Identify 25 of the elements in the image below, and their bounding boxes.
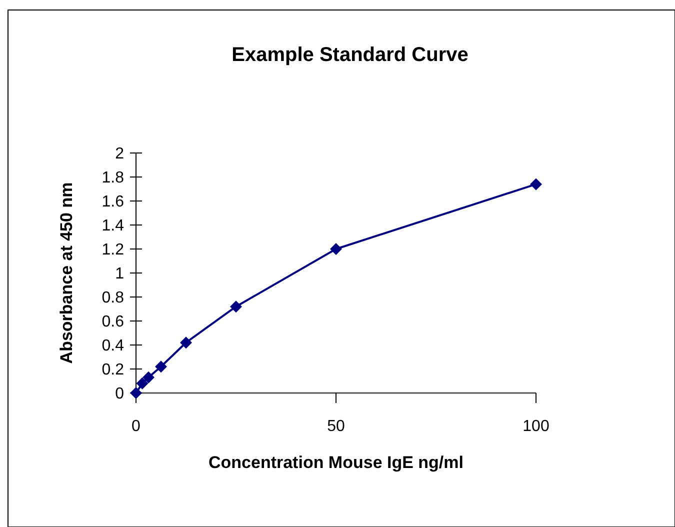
y-tick-label: 2 <box>115 146 124 163</box>
point <box>330 243 342 255</box>
point <box>142 371 154 384</box>
y-tick-label: 1.6 <box>102 194 124 211</box>
x-tick-label: 100 <box>522 418 550 435</box>
point <box>530 178 542 190</box>
chart-title: Example Standard Curve <box>232 44 468 66</box>
point <box>230 300 242 313</box>
point <box>130 387 142 399</box>
y-tick-label: 0 <box>115 386 124 403</box>
y-tick-label: 0.6 <box>102 314 124 331</box>
x-tick-label: 0 <box>132 418 141 435</box>
point <box>180 336 192 349</box>
y-tick-label: 1.4 <box>102 218 124 235</box>
y-tick-label: 1.8 <box>102 170 124 187</box>
x-axis-title: Concentration Mouse IgE ng/ml <box>208 453 464 472</box>
y-tick-label: 0.4 <box>102 338 124 355</box>
y-tick-label: 0.2 <box>102 362 124 379</box>
point <box>155 360 167 373</box>
y-tick-label: 0.8 <box>102 290 124 307</box>
y-tick-label: 1 <box>115 266 124 283</box>
y-tick-label: 1.2 <box>102 242 124 259</box>
x-tick-label: 50 <box>327 418 345 435</box>
point <box>136 377 148 390</box>
y-axis-title: Absorbance at 450 nm <box>57 182 76 364</box>
